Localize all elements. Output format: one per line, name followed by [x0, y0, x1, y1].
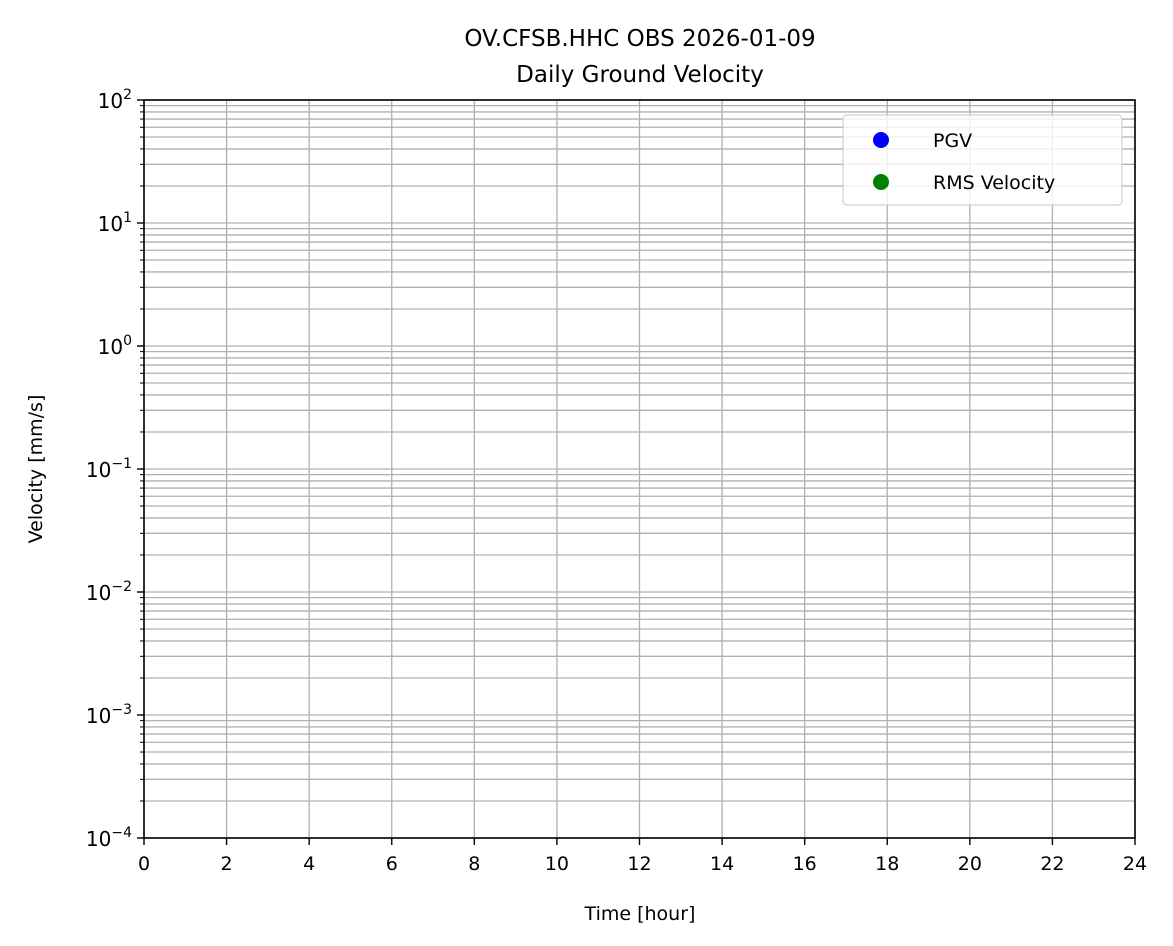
x-tick-label: 4 [303, 853, 315, 875]
x-tick-label: 8 [468, 853, 480, 875]
legend-marker-rms-velocity [873, 174, 889, 190]
legend: PGV RMS Velocity [842, 114, 1123, 206]
grid [143, 99, 1136, 839]
x-tick-label: 24 [1123, 853, 1147, 875]
y-tick-label: 10−3 [86, 702, 132, 728]
y-axis-label: Velocity [mm/s] [25, 395, 47, 544]
y-tick-label: 102 [98, 87, 132, 113]
x-tick-label: 14 [710, 853, 734, 875]
y-tick-label: 10−4 [86, 825, 132, 851]
x-tick-label: 0 [138, 853, 150, 875]
x-axis-label: Time [hour] [584, 903, 696, 925]
legend-label-rms-velocity: RMS Velocity [933, 172, 1055, 194]
x-tick-label: 10 [545, 853, 569, 875]
axes: 0 2 4 6 8 10 12 14 16 18 20 22 2410−410−310−210−1100… [86, 87, 1147, 875]
chart-title: OV.CFSB.HHC OBS 2026-01-09 [464, 26, 815, 52]
y-tick-label: 10−2 [86, 579, 132, 605]
x-tick-label: 22 [1040, 853, 1064, 875]
y-tick-label: 101 [98, 210, 132, 236]
y-tick-label: 10−1 [86, 456, 132, 482]
x-tick-label: 16 [793, 853, 817, 875]
x-tick-label: 12 [627, 853, 651, 875]
legend-label-pgv: PGV [933, 130, 972, 152]
y-tick-label: 100 [98, 333, 132, 359]
x-tick-label: 20 [958, 853, 982, 875]
x-tick-label: 6 [386, 853, 398, 875]
x-tick-label: 18 [875, 853, 899, 875]
legend-box [842, 114, 1123, 206]
legend-marker-pgv [873, 132, 889, 148]
chart-subtitle: Daily Ground Velocity [516, 62, 764, 88]
x-tick-label: 2 [221, 853, 233, 875]
